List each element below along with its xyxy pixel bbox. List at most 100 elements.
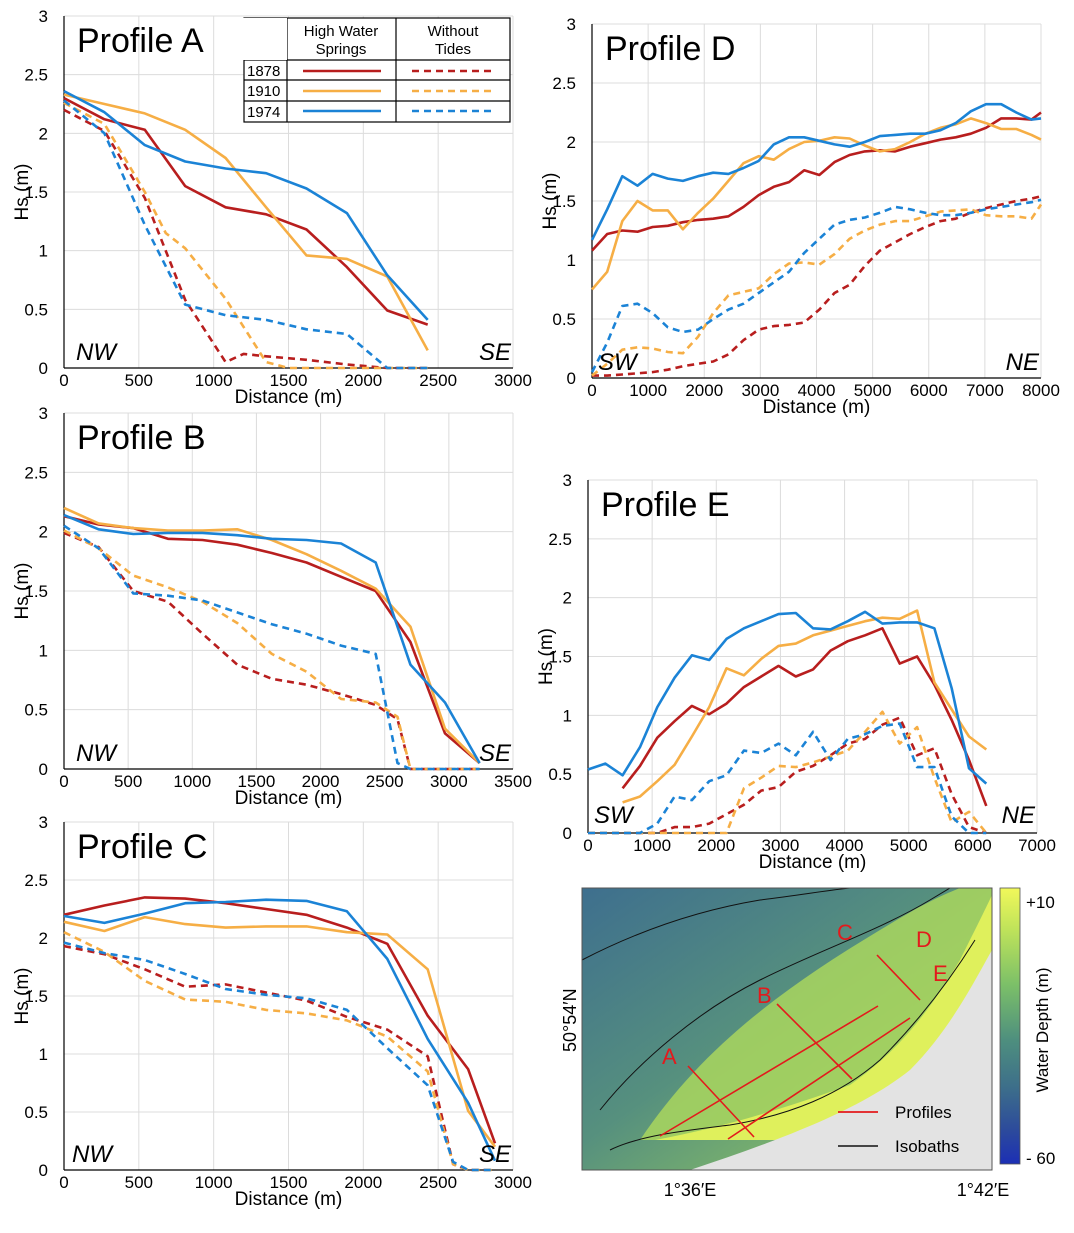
x-tick-label: 0	[587, 381, 596, 400]
x-tick-label: 6000	[954, 836, 992, 855]
y-tick-label: 2.5	[552, 74, 576, 93]
map-legend-isobaths: Isobaths	[895, 1137, 959, 1156]
x-tick-label: 2500	[419, 1173, 457, 1192]
y-tick-label: 1	[567, 251, 576, 270]
x-tick-label: 7000	[1018, 836, 1056, 855]
y-tick-label: 1	[39, 242, 48, 261]
series-line-1878-solid	[621, 626, 988, 807]
series-line-1974-dashed	[590, 198, 1042, 373]
series-line-1910-dashed	[588, 710, 988, 835]
corner-label-right: SE	[479, 1141, 512, 1168]
colorbar	[999, 887, 1021, 1165]
map-profile-E	[876, 954, 921, 1001]
colorbar-tick-bottom: - 60	[1026, 1149, 1055, 1168]
y-tick-label: 2.5	[548, 530, 572, 549]
legend-year-1974: 1974	[247, 104, 280, 121]
y-tick-label: 1	[39, 1045, 48, 1064]
y-tick-label: 3	[39, 404, 48, 423]
y-tick-label: 1.5	[552, 192, 576, 211]
x-tick-label: 1500	[270, 371, 308, 390]
y-tick-label: 2	[39, 523, 48, 542]
series-line-1974-solid	[63, 898, 497, 1162]
map-isobath	[599, 888, 951, 1111]
series-line-1910-dashed	[63, 931, 495, 1172]
y-tick-label: 3	[567, 15, 576, 34]
y-tick-label: 2	[567, 133, 576, 152]
map-land	[690, 950, 992, 1170]
chart-title: Profile C	[77, 828, 207, 866]
x-tick-label: 2000	[344, 371, 382, 390]
legend-col-hws-line2: Springs	[316, 41, 367, 58]
corner-label-left: SW	[598, 349, 639, 376]
x-axis-label: Distance (m)	[235, 387, 343, 408]
chart-title: Profile D	[605, 30, 735, 68]
corner-label-right: SE	[479, 339, 512, 366]
series-line-1910-solid	[622, 609, 988, 804]
y-tick-label: 1	[39, 641, 48, 660]
series-line-1878-dashed	[592, 195, 1042, 377]
x-tick-label: 1000	[195, 1173, 233, 1192]
x-tick-label: 1000	[173, 772, 211, 791]
y-tick-label: 2	[39, 124, 48, 143]
map-frame	[581, 887, 993, 1171]
y-axis-label: Hs (m)	[12, 164, 33, 221]
x-tick-label: 6000	[910, 381, 948, 400]
corner-label-left: SW	[594, 802, 635, 829]
map-lon-label-2: 1°42′E	[957, 1180, 1010, 1200]
legend-corner-blank	[244, 18, 287, 60]
x-axis-label: Distance (m)	[759, 852, 867, 873]
x-tick-label: 8000	[1022, 381, 1060, 400]
x-tick-label: 2000	[685, 381, 723, 400]
plot-d: 0 1000 2000 3000 4000 5000 6000 7000 8000 0 0.5 1 1.…	[540, 15, 1060, 418]
y-tick-label: 1.5	[548, 648, 572, 667]
map-legend-profiles: Profiles	[895, 1103, 952, 1122]
chart-title: Profile E	[601, 486, 730, 524]
series-line-1974-solid	[590, 102, 1042, 241]
map-profile-D	[727, 1017, 911, 1140]
series-line-1974-dashed	[588, 722, 987, 835]
x-tick-label: 500	[125, 371, 153, 390]
map-profile-A	[687, 1065, 755, 1138]
x-tick-label: 4000	[826, 836, 864, 855]
map-label-A: A	[662, 1044, 677, 1069]
x-axis-label: Distance (m)	[235, 1189, 343, 1210]
corner-label-left: NW	[76, 740, 118, 767]
x-tick-label: 2000	[302, 772, 340, 791]
x-tick-label: 3000	[741, 381, 779, 400]
plot-e: 0 1000 2000 3000 4000 5000 6000 7000 0 0.5 1 1.5 2 2.…	[536, 471, 1056, 873]
x-tick-label: 0	[59, 371, 68, 390]
y-axis-label: Hs (m)	[12, 563, 33, 620]
x-tick-label: 500	[125, 1173, 153, 1192]
legend-col-nt-line1: Without	[428, 23, 480, 40]
series-line-1974-solid	[63, 89, 429, 321]
series-line-1878-solid	[63, 96, 429, 326]
x-tick-label: 1500	[238, 772, 276, 791]
y-tick-label: 0.5	[548, 765, 572, 784]
chart-title: Profile A	[77, 22, 204, 60]
x-tick-label: 1000	[195, 371, 233, 390]
map-label-E: E	[933, 961, 948, 986]
map-label-C: C	[837, 920, 853, 945]
series-line-1910-dashed	[591, 203, 1043, 377]
x-tick-label: 0	[59, 1173, 68, 1192]
y-tick-label: 0.5	[552, 310, 576, 329]
y-tick-label: 0.5	[24, 1103, 48, 1122]
y-tick-label: 0	[39, 1161, 48, 1180]
y-tick-label: 2.5	[24, 871, 48, 890]
y-axis-label: Hs (m)	[12, 968, 33, 1025]
x-tick-label: 5000	[854, 381, 892, 400]
map-nearshore-band	[640, 888, 992, 1140]
legend-year-1910: 1910	[247, 83, 280, 100]
series-line-1878-solid	[63, 896, 497, 1144]
series-line-1974-solid	[587, 610, 988, 785]
map-lat-label: 50°54′N	[560, 988, 580, 1052]
map-label-D: D	[916, 927, 932, 952]
x-tick-label: 7000	[966, 381, 1004, 400]
x-tick-label: 0	[59, 772, 68, 791]
x-tick-label: 3500	[494, 772, 532, 791]
y-axis-label: Hs (m)	[536, 628, 557, 685]
series-line-1878-dashed	[588, 716, 987, 835]
map-label-B: B	[757, 983, 772, 1008]
